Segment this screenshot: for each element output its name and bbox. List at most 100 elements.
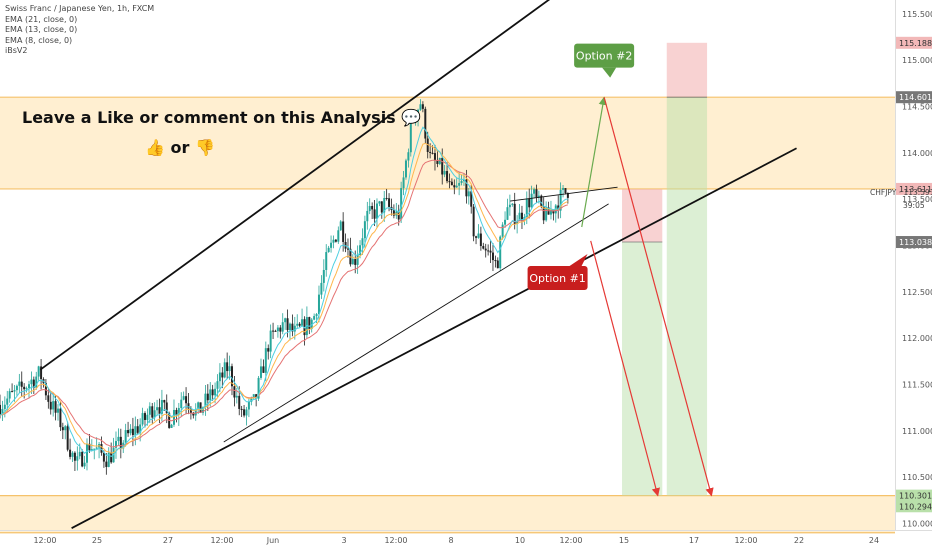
candle-body	[141, 413, 144, 425]
candle-body	[49, 401, 52, 410]
price-label-box	[896, 236, 932, 249]
candle-body	[134, 426, 137, 436]
candle-body	[533, 189, 536, 194]
candle-body	[327, 247, 330, 253]
candle-body	[361, 238, 364, 246]
resistance-zone	[0, 495, 895, 533]
candle-body	[88, 443, 91, 451]
candle-body	[380, 201, 383, 213]
y-tick-label: 114.500	[902, 103, 932, 112]
candle-body	[298, 323, 301, 326]
stop-loss-box	[666, 42, 708, 98]
x-tick-label: 12:00	[384, 536, 407, 545]
candle-body	[189, 408, 192, 413]
price-label: 113.038	[899, 238, 932, 247]
price-label: 110.294	[899, 502, 932, 511]
candle-body	[388, 198, 391, 207]
candle-body	[549, 209, 552, 215]
y-tick-label: 111.000	[902, 427, 932, 436]
candle-body	[250, 397, 253, 402]
candle-body	[281, 322, 284, 332]
candle-body	[530, 193, 533, 208]
candle-body	[85, 443, 88, 463]
candle-body	[284, 318, 287, 323]
candle-body	[194, 409, 197, 416]
candle-body	[235, 395, 238, 398]
y-tick-label: 110.500	[902, 473, 932, 482]
candle-body	[429, 151, 432, 153]
price-label: 113.611	[899, 185, 932, 194]
candle-body	[192, 412, 195, 416]
candle-body	[269, 330, 272, 352]
candle-body	[15, 385, 18, 391]
candle-body	[238, 395, 241, 409]
candle-body	[491, 252, 494, 261]
candle-body	[378, 201, 381, 204]
candle-body	[504, 219, 507, 225]
candle-body	[30, 379, 33, 385]
candle-body	[404, 160, 407, 178]
candle-body	[421, 104, 424, 109]
candle-body	[218, 372, 221, 382]
x-tick-label: 3	[341, 536, 346, 545]
x-tick-label: 25	[92, 536, 102, 545]
candle-body	[100, 444, 103, 453]
candle-body	[392, 209, 395, 216]
symbol-last-price: CHFJPY · 113.591	[870, 188, 932, 197]
candles	[0, 99, 569, 475]
candle-body	[508, 204, 511, 208]
candle-body	[397, 211, 400, 220]
candle-body	[66, 426, 69, 450]
candle-body	[240, 408, 243, 410]
price-label-box	[896, 489, 932, 502]
candle-body	[356, 254, 359, 265]
trendline	[510, 186, 618, 202]
candle-body	[322, 269, 325, 283]
candle-body	[175, 409, 178, 415]
candle-body	[223, 362, 226, 378]
candle-body	[131, 428, 134, 436]
candle-body	[513, 203, 516, 225]
candle-body	[308, 317, 311, 329]
candle-body	[334, 239, 337, 242]
candle-body	[170, 424, 173, 428]
candle-body	[64, 426, 67, 431]
candle-body	[460, 181, 463, 183]
x-tick-label: 8	[448, 536, 453, 545]
candle-body	[0, 404, 1, 416]
candle-body	[247, 401, 250, 410]
candle-body	[528, 198, 531, 208]
candle-body	[301, 319, 304, 326]
candle-body	[151, 406, 154, 418]
stop-loss-box	[622, 188, 663, 243]
candle-body	[54, 401, 57, 413]
candle-body	[516, 220, 519, 225]
candle-body	[433, 153, 436, 161]
candle-body	[59, 408, 62, 428]
x-tick-label: 15	[619, 536, 629, 545]
candle-body	[204, 393, 207, 408]
analysis-annotation-line2: 👍 or 👎	[145, 138, 215, 157]
candle-body	[535, 189, 538, 198]
candle-body	[496, 260, 499, 269]
candle-body	[163, 400, 166, 403]
candle-body	[252, 394, 255, 398]
candle-body	[61, 427, 64, 431]
candle-body	[417, 109, 420, 120]
candle-body	[13, 390, 16, 392]
candle-body	[315, 314, 318, 317]
candle-body	[470, 191, 473, 207]
candle-body	[127, 430, 130, 434]
legend-line: EMA (21, close, 0)	[5, 14, 78, 24]
analysis-annotation-line1: Leave a Like or comment on this Analysis…	[22, 108, 422, 127]
candle-body	[83, 462, 86, 467]
y-tick-label: 112.000	[902, 334, 932, 343]
candle-body	[303, 319, 306, 336]
candle-body	[32, 379, 35, 388]
x-tick-label: 12:00	[33, 536, 56, 545]
candle-body	[255, 394, 258, 399]
candle-body	[467, 191, 470, 197]
candle-body	[148, 406, 151, 415]
